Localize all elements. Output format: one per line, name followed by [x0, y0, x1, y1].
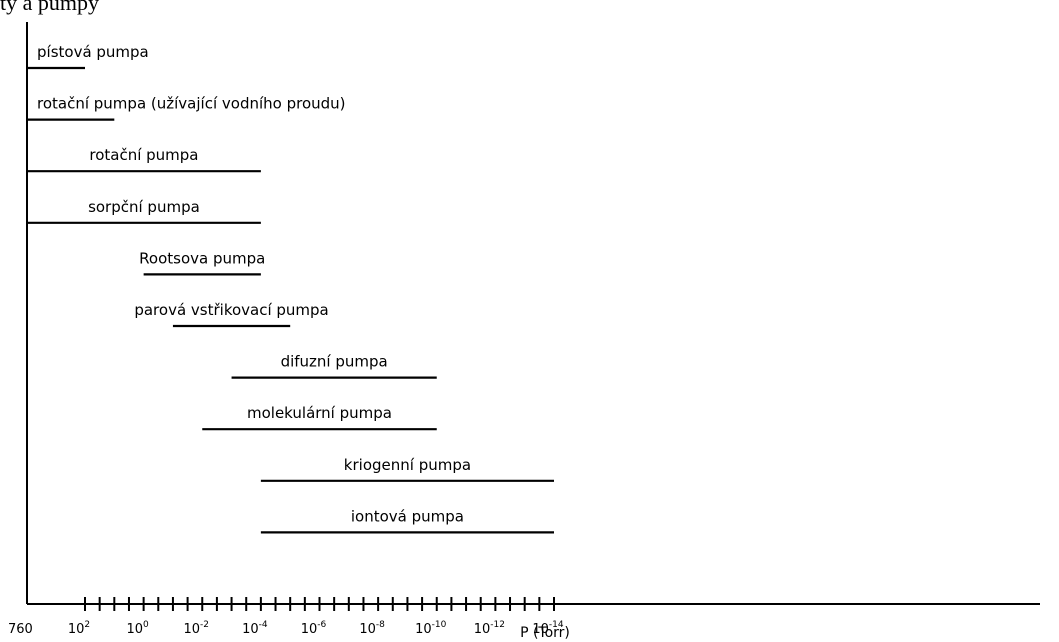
- range-bars: pístová pumpa rotační pumpa (užívající vo…: [27, 43, 554, 534]
- range-label: rotační pumpa (užívající vodního proudu): [37, 95, 346, 113]
- range-label: iontová pumpa: [351, 507, 464, 525]
- range-label: molekulární pumpa: [247, 404, 392, 422]
- range-label: sorpční pumpa: [88, 198, 200, 216]
- page-fragment-text: ty a pumpy: [0, 0, 99, 15]
- range-label: difuzní pumpa: [281, 353, 388, 371]
- x-tick-label: 10-4: [242, 620, 268, 637]
- range-label: kriogenní pumpa: [344, 456, 471, 474]
- x-tick-label: 102: [68, 620, 90, 637]
- range-label: Rootsova pumpa: [139, 249, 265, 267]
- x-tick-label: 10-12: [474, 620, 505, 637]
- range-label: pístová pumpa: [37, 43, 149, 61]
- x-tick-label: 100: [126, 620, 149, 637]
- x-tick-label: 10-6: [301, 620, 327, 637]
- x-ticks: 102 100 10-2 10-4 10-6 10-8 10-10 10-12 10-14: [68, 597, 564, 637]
- range-label: rotační pumpa: [89, 146, 198, 164]
- x-axis-title: P (Torr): [520, 625, 570, 641]
- x-start-label: 760: [8, 622, 33, 637]
- x-tick-label: 10-2: [183, 620, 209, 637]
- x-tick-label: 10-10: [415, 620, 447, 637]
- x-tick-label: 10-8: [359, 620, 385, 637]
- x-tick-label: 10-14: [532, 620, 564, 637]
- range-label: parová vstřikovací pumpa: [134, 301, 328, 319]
